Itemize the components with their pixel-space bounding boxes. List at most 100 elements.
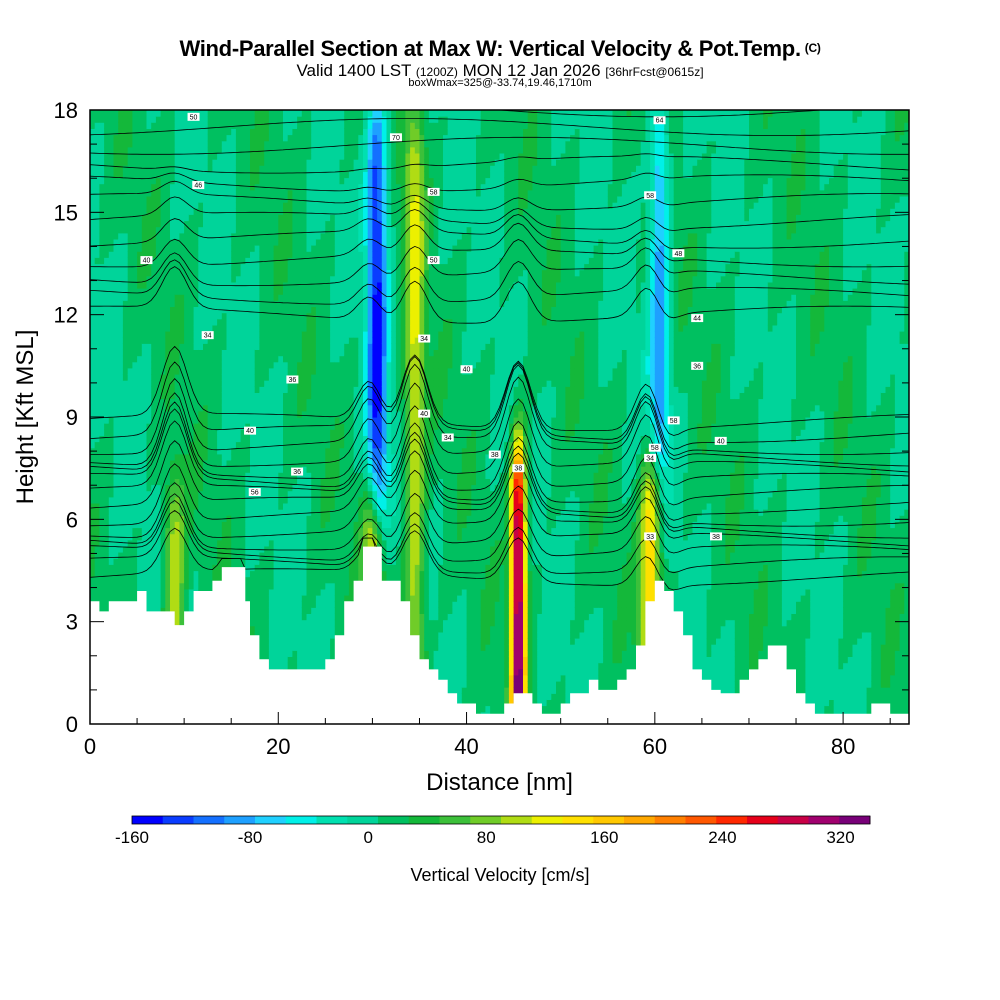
w-cell [203, 527, 209, 535]
w-cell [179, 251, 185, 258]
w-cell [297, 638, 303, 645]
w-cell [231, 275, 237, 283]
w-cell [235, 183, 242, 191]
w-cell [254, 349, 260, 357]
w-cell [278, 478, 284, 486]
w-cell [99, 232, 105, 240]
w-cell [273, 515, 279, 522]
w-cell [217, 324, 223, 332]
w-cell [231, 214, 237, 222]
w-cell [273, 189, 279, 197]
w-cell [297, 140, 303, 148]
w-cell [217, 490, 223, 498]
w-cell [250, 202, 256, 209]
w-cell [287, 257, 293, 265]
w-cell [268, 318, 275, 326]
w-cell [311, 294, 317, 301]
w-cell [297, 318, 303, 326]
w-cell [127, 110, 133, 117]
w-cell [122, 116, 129, 123]
w-cell [113, 429, 119, 436]
w-cell [127, 404, 133, 412]
w-cell [292, 453, 298, 461]
w-cell [155, 374, 162, 381]
w-cell [235, 208, 242, 215]
w-cell [132, 490, 138, 498]
w-cell [193, 417, 199, 424]
w-cell [287, 134, 293, 142]
w-cell [94, 570, 100, 578]
w-cell [259, 429, 265, 436]
w-cell [104, 410, 110, 418]
w-cell [278, 134, 284, 142]
w-cell [217, 312, 223, 320]
w-cell [155, 331, 162, 338]
w-cell [94, 331, 100, 338]
w-cell [306, 318, 312, 326]
w-cell [188, 392, 195, 400]
w-cell [306, 607, 312, 614]
w-cell [122, 146, 129, 154]
w-cell [226, 171, 232, 179]
w-cell [259, 202, 265, 209]
w-cell [273, 429, 279, 436]
w-cell [203, 521, 209, 529]
w-cell [174, 349, 180, 357]
w-cell [315, 324, 322, 332]
w-cell [90, 423, 96, 430]
w-cell [113, 515, 119, 522]
w-cell [254, 128, 260, 136]
w-cell [250, 196, 256, 203]
w-cell [165, 588, 171, 596]
w-cell [198, 503, 204, 510]
w-cell [287, 509, 293, 516]
w-cell [235, 417, 242, 424]
w-cell [273, 128, 279, 136]
w-cell [170, 300, 176, 307]
w-cell [268, 576, 275, 584]
w-cell [259, 588, 265, 596]
w-cell [235, 410, 242, 418]
w-cell [94, 466, 100, 473]
w-cell [90, 349, 96, 357]
w-cell [320, 558, 326, 565]
w-cell [264, 576, 270, 584]
w-cell [113, 269, 119, 277]
w-cell [287, 159, 293, 166]
w-cell [264, 515, 270, 522]
w-cell [198, 159, 204, 166]
w-cell [226, 165, 232, 172]
w-cell [245, 460, 251, 467]
w-cell [160, 558, 166, 565]
w-cell [264, 238, 270, 246]
w-cell [108, 183, 115, 191]
w-cell [104, 110, 110, 117]
w-cell [259, 288, 265, 295]
w-cell [184, 122, 190, 129]
w-cell [273, 417, 279, 424]
w-cell [165, 380, 171, 387]
w-cell [118, 484, 124, 492]
w-cell [306, 275, 312, 283]
w-cell [132, 429, 138, 436]
w-cell [240, 417, 246, 424]
w-cell [122, 509, 129, 516]
w-cell [137, 177, 143, 185]
w-cell [90, 521, 96, 529]
w-cell [235, 460, 242, 467]
w-cell [90, 312, 96, 320]
w-cell [315, 404, 322, 412]
w-cell [292, 545, 298, 553]
w-cell [90, 232, 96, 240]
w-cell [132, 367, 138, 375]
w-cell [250, 257, 256, 265]
w-cell [174, 447, 180, 455]
w-cell [301, 638, 308, 645]
w-cell [301, 423, 308, 430]
w-cell [108, 251, 115, 258]
w-cell [212, 208, 218, 215]
w-cell [292, 281, 298, 289]
w-cell [137, 398, 143, 406]
w-cell [90, 275, 96, 283]
w-cell [137, 159, 143, 166]
